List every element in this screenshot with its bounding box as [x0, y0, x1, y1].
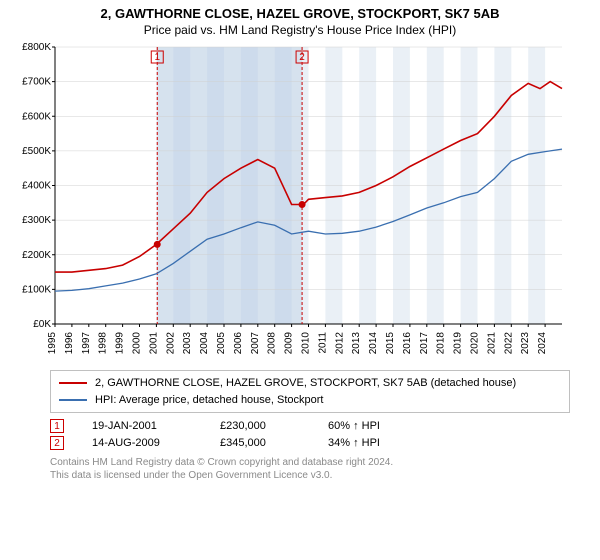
- transaction-date: 14-AUG-2009: [92, 437, 192, 449]
- svg-text:2010: 2010: [301, 332, 312, 355]
- svg-text:2022: 2022: [503, 332, 514, 355]
- chart-title: 2, GAWTHORNE CLOSE, HAZEL GROVE, STOCKPO…: [10, 6, 590, 21]
- legend-label-price: 2, GAWTHORNE CLOSE, HAZEL GROVE, STOCKPO…: [95, 375, 516, 392]
- svg-text:£700K: £700K: [22, 77, 51, 88]
- transaction-price: £345,000: [220, 437, 300, 449]
- svg-text:2016: 2016: [402, 332, 413, 355]
- svg-text:£200K: £200K: [22, 250, 51, 261]
- svg-text:1999: 1999: [115, 332, 126, 355]
- svg-text:2018: 2018: [436, 332, 447, 355]
- svg-text:2004: 2004: [199, 332, 210, 355]
- svg-text:1996: 1996: [64, 332, 75, 355]
- transaction-date: 19-JAN-2001: [92, 420, 192, 432]
- transaction-row: 1 19-JAN-2001 £230,000 60% ↑ HPI: [50, 419, 590, 433]
- svg-text:£0K: £0K: [33, 319, 51, 330]
- chart-area: £0K £100K £200K £300K £400K £500K £600K £700K £8…: [10, 41, 590, 366]
- svg-text:2013: 2013: [351, 332, 362, 355]
- svg-text:£800K: £800K: [22, 42, 51, 53]
- svg-text:2024: 2024: [537, 332, 548, 355]
- svg-text:1995: 1995: [47, 332, 58, 355]
- transaction-hpi: 34% ↑ HPI: [328, 437, 380, 449]
- svg-text:2015: 2015: [385, 332, 396, 355]
- svg-text:2006: 2006: [233, 332, 244, 355]
- svg-text:£400K: £400K: [22, 181, 51, 192]
- legend-item-price: 2, GAWTHORNE CLOSE, HAZEL GROVE, STOCKPO…: [59, 375, 561, 392]
- svg-text:1: 1: [154, 52, 160, 63]
- svg-text:2019: 2019: [453, 332, 464, 355]
- legend-swatch-price: [59, 382, 87, 384]
- svg-text:2001: 2001: [148, 332, 159, 355]
- svg-text:£600K: £600K: [22, 111, 51, 122]
- svg-text:£100K: £100K: [22, 284, 51, 295]
- svg-text:2007: 2007: [250, 332, 261, 355]
- svg-text:2003: 2003: [182, 332, 193, 355]
- legend-label-hpi: HPI: Average price, detached house, Stoc…: [95, 392, 324, 409]
- svg-text:2: 2: [299, 52, 305, 63]
- svg-text:2020: 2020: [470, 332, 481, 355]
- svg-text:£300K: £300K: [22, 215, 51, 226]
- transaction-list: 1 19-JAN-2001 £230,000 60% ↑ HPI 2 14-AUG-200…: [10, 419, 590, 450]
- svg-text:2014: 2014: [368, 332, 379, 355]
- footnote-copyright: Contains HM Land Registry data © Crown c…: [50, 456, 590, 469]
- svg-text:2009: 2009: [284, 332, 295, 355]
- legend-swatch-hpi: [59, 399, 87, 401]
- svg-text:1998: 1998: [98, 332, 109, 355]
- transaction-hpi: 60% ↑ HPI: [328, 420, 380, 432]
- svg-text:2011: 2011: [317, 332, 328, 354]
- line-chart: £0K £100K £200K £300K £400K £500K £600K £700K £8…: [10, 41, 570, 366]
- transaction-marker: 1: [50, 419, 64, 433]
- transaction-price: £230,000: [220, 420, 300, 432]
- legend-item-hpi: HPI: Average price, detached house, Stoc…: [59, 392, 561, 409]
- svg-text:2002: 2002: [165, 332, 176, 355]
- svg-text:2012: 2012: [334, 332, 345, 355]
- svg-text:2008: 2008: [267, 332, 278, 355]
- svg-text:£500K: £500K: [22, 146, 51, 157]
- svg-text:1997: 1997: [81, 332, 92, 355]
- svg-text:2017: 2017: [419, 332, 430, 355]
- svg-text:2021: 2021: [486, 332, 497, 355]
- footnote-licence: This data is licensed under the Open Gov…: [50, 469, 590, 482]
- svg-text:2000: 2000: [132, 332, 143, 355]
- svg-text:2023: 2023: [520, 332, 531, 355]
- legend: 2, GAWTHORNE CLOSE, HAZEL GROVE, STOCKPO…: [50, 370, 570, 413]
- transaction-row: 2 14-AUG-2009 £345,000 34% ↑ HPI: [50, 436, 590, 450]
- chart-subtitle: Price paid vs. HM Land Registry's House …: [10, 23, 590, 37]
- transaction-marker: 2: [50, 436, 64, 450]
- svg-text:2005: 2005: [216, 332, 227, 355]
